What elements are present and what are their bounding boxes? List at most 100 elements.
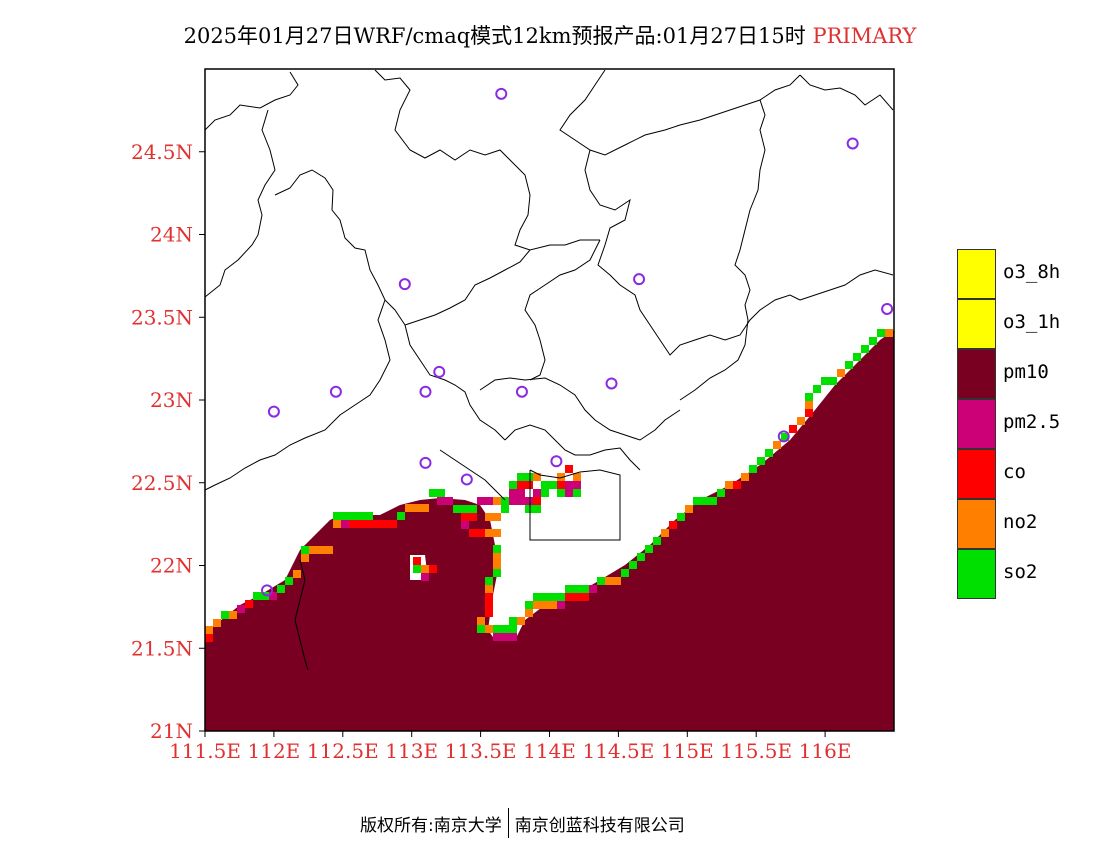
pollutant-cell bbox=[421, 573, 429, 581]
pollutant-cell bbox=[221, 611, 229, 619]
pollutant-cell bbox=[477, 617, 485, 625]
monitoring-station bbox=[398, 278, 411, 291]
y-tick-label: 23.5N bbox=[131, 305, 193, 329]
monitoring-station bbox=[633, 273, 646, 286]
pollutant-cell bbox=[493, 513, 501, 521]
pollutant-cell bbox=[509, 617, 517, 625]
pollutant-cell bbox=[789, 425, 797, 433]
pollutant-cell bbox=[357, 520, 365, 528]
pollutant-cell bbox=[477, 529, 485, 537]
pollutant-cell bbox=[581, 593, 589, 601]
pollutant-cell bbox=[757, 457, 765, 465]
pollutant-cell bbox=[413, 565, 421, 573]
pollutant-cell bbox=[829, 377, 837, 385]
pollutant-cell bbox=[557, 481, 565, 489]
y-tick-label: 24N bbox=[150, 223, 193, 247]
pollutant-cell bbox=[845, 361, 853, 369]
pollutant-cell bbox=[245, 600, 253, 608]
pollutant-cell bbox=[493, 553, 501, 561]
pollutant-cell bbox=[301, 546, 309, 554]
pollutant-cell bbox=[285, 577, 293, 585]
pollutant-cell bbox=[573, 473, 581, 481]
pollutant-cell bbox=[485, 585, 493, 593]
legend-swatch bbox=[957, 249, 996, 299]
legend-label: so2 bbox=[1003, 561, 1038, 583]
legend-swatch bbox=[957, 299, 996, 349]
pollutant-cell bbox=[269, 592, 277, 600]
pollutant-cell bbox=[885, 329, 893, 337]
pollutant-cell bbox=[629, 561, 637, 569]
pollutant-cell bbox=[541, 601, 549, 609]
pollutant-cell bbox=[349, 512, 357, 520]
pollutant-cell bbox=[421, 565, 429, 573]
legend-swatch bbox=[957, 499, 996, 549]
pollutant-cell bbox=[493, 497, 501, 505]
pollutant-cell bbox=[557, 601, 565, 609]
pollutant-cell bbox=[485, 593, 493, 601]
pollutant-cell bbox=[493, 625, 501, 633]
footer-separator bbox=[507, 808, 509, 838]
x-tick-label: 113.5E bbox=[445, 739, 517, 763]
pollutant-cell bbox=[677, 513, 685, 521]
pollutant-cell bbox=[525, 473, 533, 481]
pollutant-cell bbox=[725, 481, 733, 489]
pollutant-cell bbox=[485, 601, 493, 609]
pollutant-cell bbox=[389, 520, 397, 528]
y-tick-label: 22.5N bbox=[131, 471, 193, 495]
bay-area bbox=[498, 470, 620, 612]
pollutant-cell bbox=[485, 513, 493, 521]
pollutant-cell bbox=[493, 561, 501, 569]
monitoring-station bbox=[261, 584, 274, 597]
pollutant-cell bbox=[525, 601, 533, 609]
pollutant-cell bbox=[261, 592, 269, 600]
title-main: 2025年01月27日WRF/cmaq模式12km预报产品:01月27日15时 bbox=[183, 24, 806, 48]
pollutant-cell bbox=[645, 545, 653, 553]
pollutant-cell bbox=[485, 625, 493, 633]
pollutant-cell bbox=[373, 520, 381, 528]
pollutant-cell bbox=[837, 369, 845, 377]
pollutant-cell bbox=[781, 433, 789, 441]
pollutant-cell bbox=[437, 489, 445, 497]
pollutant-cell bbox=[405, 504, 413, 512]
pollutant-cell bbox=[341, 512, 349, 520]
pollutant-cell bbox=[557, 473, 565, 481]
pollutant-cell bbox=[661, 529, 669, 537]
x-tick-label: 113E bbox=[385, 739, 438, 763]
pollutant-cell bbox=[573, 489, 581, 497]
pollutant-cell bbox=[509, 633, 517, 641]
pollutant-cell bbox=[685, 505, 693, 513]
pollutant-cell bbox=[469, 529, 477, 537]
pollutant-cell bbox=[509, 489, 517, 497]
map-title: 2025年01月27日WRF/cmaq模式12km预报产品:01月27日15时 … bbox=[0, 20, 1100, 50]
pollutant-cell bbox=[485, 497, 493, 505]
x-tick-label: 115E bbox=[661, 739, 714, 763]
pollutant-cell bbox=[693, 497, 701, 505]
admin-boundaries bbox=[204, 69, 894, 671]
pollutant-cell bbox=[517, 497, 525, 505]
pollutant-cell bbox=[541, 481, 549, 489]
pollutant-cell bbox=[813, 385, 821, 393]
pollutant-cell bbox=[429, 489, 437, 497]
monitoring-station bbox=[495, 87, 508, 100]
legend-label: pm10 bbox=[1003, 361, 1049, 383]
pollutant-cell bbox=[533, 601, 541, 609]
legend-swatch bbox=[957, 399, 996, 449]
pollutant-cell bbox=[701, 497, 709, 505]
pollutant-cell bbox=[525, 481, 533, 489]
pollutant-cell bbox=[397, 512, 405, 520]
pollutant-cell bbox=[205, 634, 213, 642]
coastal-pollution-cells bbox=[205, 329, 893, 642]
pollutant-cell bbox=[293, 570, 301, 578]
pollutant-cell bbox=[493, 529, 501, 537]
pollutant-cell bbox=[741, 473, 749, 481]
pollutant-cell bbox=[797, 417, 805, 425]
pollutant-cell bbox=[597, 577, 605, 585]
pollutant-cell bbox=[733, 481, 741, 489]
pollutant-cell bbox=[381, 520, 389, 528]
pollutant-cell bbox=[533, 505, 541, 513]
pollutant-cell bbox=[581, 585, 589, 593]
pollutant-cell bbox=[501, 625, 509, 633]
pollutant-cell bbox=[349, 520, 357, 528]
pollutant-cell bbox=[549, 481, 557, 489]
pollutant-cell bbox=[517, 481, 525, 489]
